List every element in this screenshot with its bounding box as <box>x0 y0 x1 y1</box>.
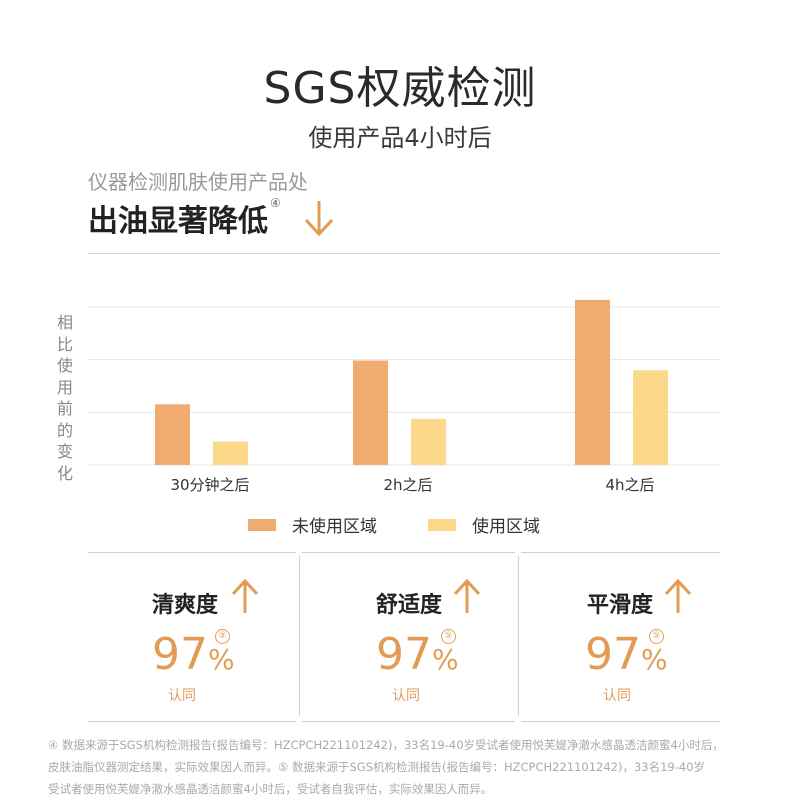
bar-chart: 30分钟之后 2h之后 4h之后 <box>88 299 720 494</box>
bar-untreated-1 <box>353 360 388 465</box>
stat-card-label: 认同 <box>603 688 631 704</box>
stat-card-label: 认同 <box>392 688 420 704</box>
bar-untreated-2 <box>575 299 610 465</box>
up-arrow-icon <box>664 578 692 613</box>
stat-card-label: 认同 <box>168 688 196 704</box>
page-subtitle: 使用产品4小时后 <box>308 124 492 152</box>
footnote-line: ④ 数据来源于SGS机构检测报告(报告编号：HZCPCH221101242)，3… <box>48 738 724 752</box>
claim-caption: 仪器检测肌肤使用产品处 <box>88 170 308 194</box>
stat-card-value: 97% <box>376 629 459 680</box>
stat-value-number: 97 <box>152 629 208 680</box>
up-arrow-icon <box>231 578 259 613</box>
stat-value-unit: % <box>641 643 668 676</box>
stat-footnote-marker: ⑤ <box>441 629 456 644</box>
x-tick-label: 4h之后 <box>605 476 654 494</box>
stat-value-unit: % <box>432 643 459 676</box>
claim-footnote-marker: ④ <box>270 196 281 210</box>
stat-card-smoothness: 平滑度 97% ⑤ 认同 <box>521 552 720 722</box>
x-tick-label: 30分钟之后 <box>170 476 249 494</box>
footnote-line: 受试者使用悦芙媞净澈水感晶透洁颜蜜4小时后，受试者自我评估，实际效果因人而异。 <box>48 782 493 796</box>
stat-card-title: 平滑度 <box>587 593 654 618</box>
footnote: ④ 数据来源于SGS机构检测报告(报告编号：HZCPCH221101242)，3… <box>48 734 768 800</box>
bar-treated-0 <box>213 441 248 465</box>
stat-card-freshness: 清爽度 97% ⑤ 认同 <box>88 552 296 722</box>
stat-footnote-marker: ⑤ <box>649 629 664 644</box>
claim-headline-text: 出油显著降低 <box>88 204 268 239</box>
x-tick-label: 2h之后 <box>383 476 432 494</box>
legend-swatch-treated <box>428 518 456 531</box>
divider <box>88 253 720 254</box>
claim-headline: 出油显著降低④ <box>88 196 281 240</box>
stat-card-comfort: 舒适度 97% ⑤ 认同 <box>302 552 515 722</box>
legend-item-untreated: 未使用区域 <box>248 512 377 537</box>
up-arrow-icon <box>453 578 481 613</box>
stat-card-title: 舒适度 <box>376 593 443 618</box>
footnote-line: 皮肤油脂仪器测定结果，实际效果因人而异。⑤ 数据来源于SGS机构检测报告(报告编… <box>48 760 706 774</box>
chart-y-axis-label: 相比使用前的变化 <box>56 313 73 483</box>
stat-footnote-marker: ⑤ <box>215 629 230 644</box>
legend-label-treated: 使用区域 <box>472 517 540 537</box>
stat-value-number: 97 <box>585 629 641 680</box>
bar-untreated-0 <box>155 404 190 465</box>
legend-item-treated: 使用区域 <box>428 512 540 537</box>
legend-swatch-untreated <box>248 518 276 531</box>
card-divider <box>299 556 300 716</box>
stat-card-title: 清爽度 <box>152 593 219 618</box>
stat-value-unit: % <box>208 643 235 676</box>
legend-label-untreated: 未使用区域 <box>292 517 377 537</box>
stat-value-number: 97 <box>376 629 432 680</box>
bar-treated-1 <box>411 418 446 465</box>
bar-treated-2 <box>633 370 668 465</box>
down-arrow-icon <box>304 201 334 237</box>
stat-card-value: 97% <box>152 629 235 680</box>
stat-card-value: 97% <box>585 629 668 680</box>
card-divider <box>518 556 519 716</box>
page-title: SGS权威检测 <box>263 63 537 114</box>
